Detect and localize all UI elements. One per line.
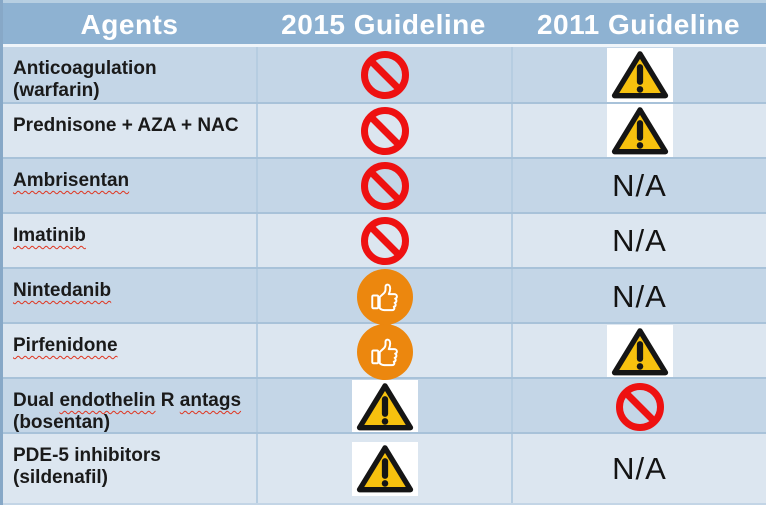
na-label: N/A: [612, 222, 667, 258]
column-header-agents: Agents: [80, 8, 179, 40]
guideline-2015-cell: [256, 434, 511, 503]
guideline-2011-cell: N/A: [511, 269, 766, 325]
guideline-2015-cell: [256, 214, 511, 267]
agent-name-text: Nintedanib: [13, 280, 112, 301]
table-row: Imatinib N/A: [3, 212, 766, 267]
no-sign-icon: [360, 50, 410, 100]
no-sign-icon: [360, 106, 410, 156]
table-row: Prednisone + AZA + NAC: [3, 102, 766, 158]
agent-cell: PDE-5 inhibitors (sildenafil): [3, 434, 256, 503]
na-label: N/A: [612, 167, 667, 203]
table-body: Anticoagulation (warfarin) Prednisone + A…: [3, 47, 766, 505]
guideline-2015-cell: [256, 324, 511, 380]
agent-name-text: Ambrisentan: [13, 170, 130, 191]
table-header-row: Agents 2015 Guideline 2011 Guideline: [3, 0, 766, 47]
agent-cell: Nintedanib: [3, 269, 256, 325]
agent-name-text: Dual: [13, 390, 60, 411]
guideline-2015-cell: [256, 104, 511, 158]
warning-triangle-icon: [606, 325, 673, 379]
guideline-2011-cell: N/A: [511, 159, 766, 212]
na-label: N/A: [612, 450, 667, 486]
agent-name-text: Imatinib: [13, 225, 86, 246]
warning-triangle-icon: [606, 47, 673, 102]
agent-name-text: PDE-5 inhibitors (sildenafil): [13, 445, 161, 488]
agent-cell: Anticoagulation (warfarin): [3, 47, 256, 102]
agent-name-text: antags: [179, 390, 242, 411]
guideline-2011-cell: N/A: [511, 214, 766, 267]
guideline-2011-cell: [511, 104, 766, 158]
guideline-2011-cell: N/A: [511, 434, 766, 503]
agent-name-text: Anticoagulation (warfarin): [13, 58, 157, 101]
no-sign-icon: [360, 216, 410, 266]
guideline-2011-cell: [511, 379, 766, 434]
agent-name-text: (bosentan): [13, 412, 111, 433]
table-row: Pirfenidone: [3, 322, 766, 380]
guideline-2015-cell: [256, 159, 511, 212]
guideline-2011-cell: [511, 324, 766, 380]
agent-cell: Imatinib: [3, 214, 256, 267]
column-header-2011-guideline: 2011 Guideline: [536, 8, 741, 40]
thumbs-up-icon: [356, 324, 413, 380]
warning-triangle-icon: [606, 104, 673, 158]
no-sign-icon: [360, 161, 410, 211]
table-row: Dual endothelin R antags (bosentan): [3, 377, 766, 434]
agent-name-text: Prednisone + AZA + NAC: [13, 115, 239, 136]
agent-name-text: R: [155, 390, 180, 411]
table-row: Nintedanib N/A: [3, 267, 766, 325]
warning-triangle-icon: [351, 379, 418, 434]
guideline-2015-cell: [256, 269, 511, 325]
na-label: N/A: [612, 279, 667, 314]
guideline-2011-cell: [511, 47, 766, 102]
warning-triangle-icon: [351, 441, 418, 496]
agent-cell: Ambrisentan: [3, 159, 256, 212]
agent-cell: Prednisone + AZA + NAC: [3, 104, 256, 158]
guideline-2015-cell: [256, 47, 511, 102]
agent-cell: Pirfenidone: [3, 324, 256, 380]
table-row: Anticoagulation (warfarin): [3, 47, 766, 102]
thumbs-up-icon: [356, 269, 413, 325]
no-sign-icon: [615, 382, 665, 432]
column-header-2015-guideline: 2015 Guideline: [281, 8, 486, 40]
guideline-2015-cell: [256, 379, 511, 434]
agent-cell: Dual endothelin R antags (bosentan): [3, 379, 256, 434]
table-row: PDE-5 inhibitors (sildenafil) N/A: [3, 432, 766, 505]
table-row: Ambrisentan N/A: [3, 157, 766, 212]
agent-name-text: endothelin: [59, 390, 156, 411]
agent-name-text: Pirfenidone: [13, 335, 118, 356]
